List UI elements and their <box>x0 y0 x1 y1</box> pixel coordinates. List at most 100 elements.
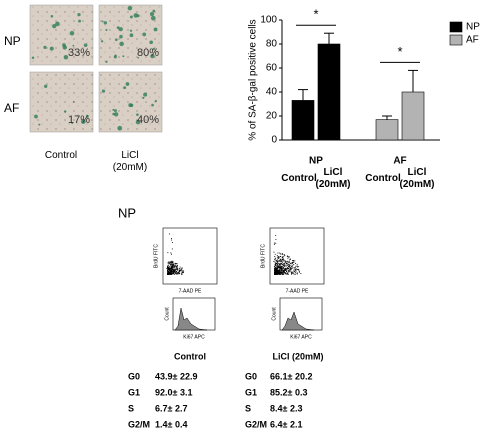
dot <box>175 268 177 270</box>
dot <box>289 266 291 268</box>
dot <box>171 266 173 268</box>
dot <box>167 271 169 273</box>
dot <box>178 272 180 274</box>
dot <box>283 254 285 256</box>
dot <box>180 268 182 270</box>
legend-swatch <box>449 21 463 33</box>
dot <box>292 261 294 263</box>
bar <box>317 43 341 141</box>
dot <box>279 267 281 269</box>
dot <box>273 243 275 245</box>
dot <box>176 266 178 268</box>
column-label: Control <box>45 150 77 161</box>
dot <box>282 261 284 263</box>
dot <box>278 269 280 271</box>
dot <box>279 263 281 265</box>
dot <box>280 270 282 272</box>
dot <box>277 272 279 274</box>
dot <box>284 269 286 271</box>
legend-label: NP <box>466 22 480 33</box>
dot <box>275 260 277 262</box>
dot <box>288 256 290 258</box>
dot <box>273 242 275 244</box>
dot <box>286 273 288 275</box>
group-label: AF <box>393 156 406 167</box>
dot <box>300 273 302 274</box>
stain-spot <box>105 60 108 63</box>
dot <box>288 271 290 273</box>
dot <box>298 271 300 273</box>
category-label: Control <box>281 173 317 184</box>
dot <box>287 264 289 266</box>
dot <box>282 269 284 271</box>
dot <box>280 258 282 260</box>
phase-label: G1 <box>128 387 140 397</box>
dot <box>288 268 290 270</box>
dot <box>297 268 299 270</box>
dot <box>168 233 170 235</box>
dot <box>171 248 173 250</box>
stain-spot <box>142 32 147 37</box>
dot <box>171 261 173 263</box>
dot <box>276 272 278 273</box>
phase-label: G2/M <box>128 419 150 429</box>
dot <box>171 273 173 274</box>
dot <box>274 259 276 261</box>
dot <box>170 266 172 268</box>
dot <box>277 273 279 275</box>
dot <box>280 264 281 266</box>
dot <box>276 268 278 269</box>
bar <box>375 119 399 141</box>
dot <box>282 270 284 272</box>
dot <box>176 263 177 265</box>
dot <box>285 268 287 270</box>
dot <box>274 268 276 270</box>
dot <box>175 273 177 275</box>
dot <box>173 264 175 266</box>
dot <box>288 262 290 264</box>
dot <box>174 262 176 264</box>
dot <box>176 273 178 275</box>
dot <box>293 261 295 263</box>
dot <box>173 270 175 272</box>
dot <box>290 267 292 269</box>
dot <box>277 263 279 265</box>
dot <box>278 255 280 257</box>
hist-x-label: Ki67 APC <box>290 334 312 340</box>
stain-spot <box>114 38 118 42</box>
dot <box>294 260 296 262</box>
dot <box>171 264 173 266</box>
dot <box>280 268 282 269</box>
dot <box>176 267 178 269</box>
dot <box>287 263 289 265</box>
dot <box>274 273 276 275</box>
dot <box>171 267 173 269</box>
dot <box>294 273 296 275</box>
dot <box>278 257 280 259</box>
dot <box>181 269 183 271</box>
stain-spot <box>123 86 127 90</box>
dot <box>168 268 170 270</box>
dot <box>293 273 295 275</box>
dot <box>177 264 179 266</box>
y-tick-label: 40 <box>266 87 278 98</box>
dot <box>167 273 169 275</box>
dot <box>170 273 172 275</box>
dot <box>284 271 286 273</box>
category-label: LiCl (20mM) <box>399 167 434 190</box>
dot <box>279 252 281 254</box>
dot <box>281 259 283 261</box>
dot <box>280 269 282 271</box>
dot <box>275 268 277 270</box>
stain-spot <box>136 113 139 117</box>
dot <box>283 271 285 273</box>
dot <box>277 271 279 273</box>
phase-label: G0 <box>245 371 257 381</box>
dot <box>290 269 292 271</box>
dot-plot-frame <box>162 227 218 285</box>
stain-spot <box>135 119 141 125</box>
dot <box>298 271 300 273</box>
dot <box>286 267 288 269</box>
dot <box>172 273 174 275</box>
phase-label: S <box>245 403 251 413</box>
